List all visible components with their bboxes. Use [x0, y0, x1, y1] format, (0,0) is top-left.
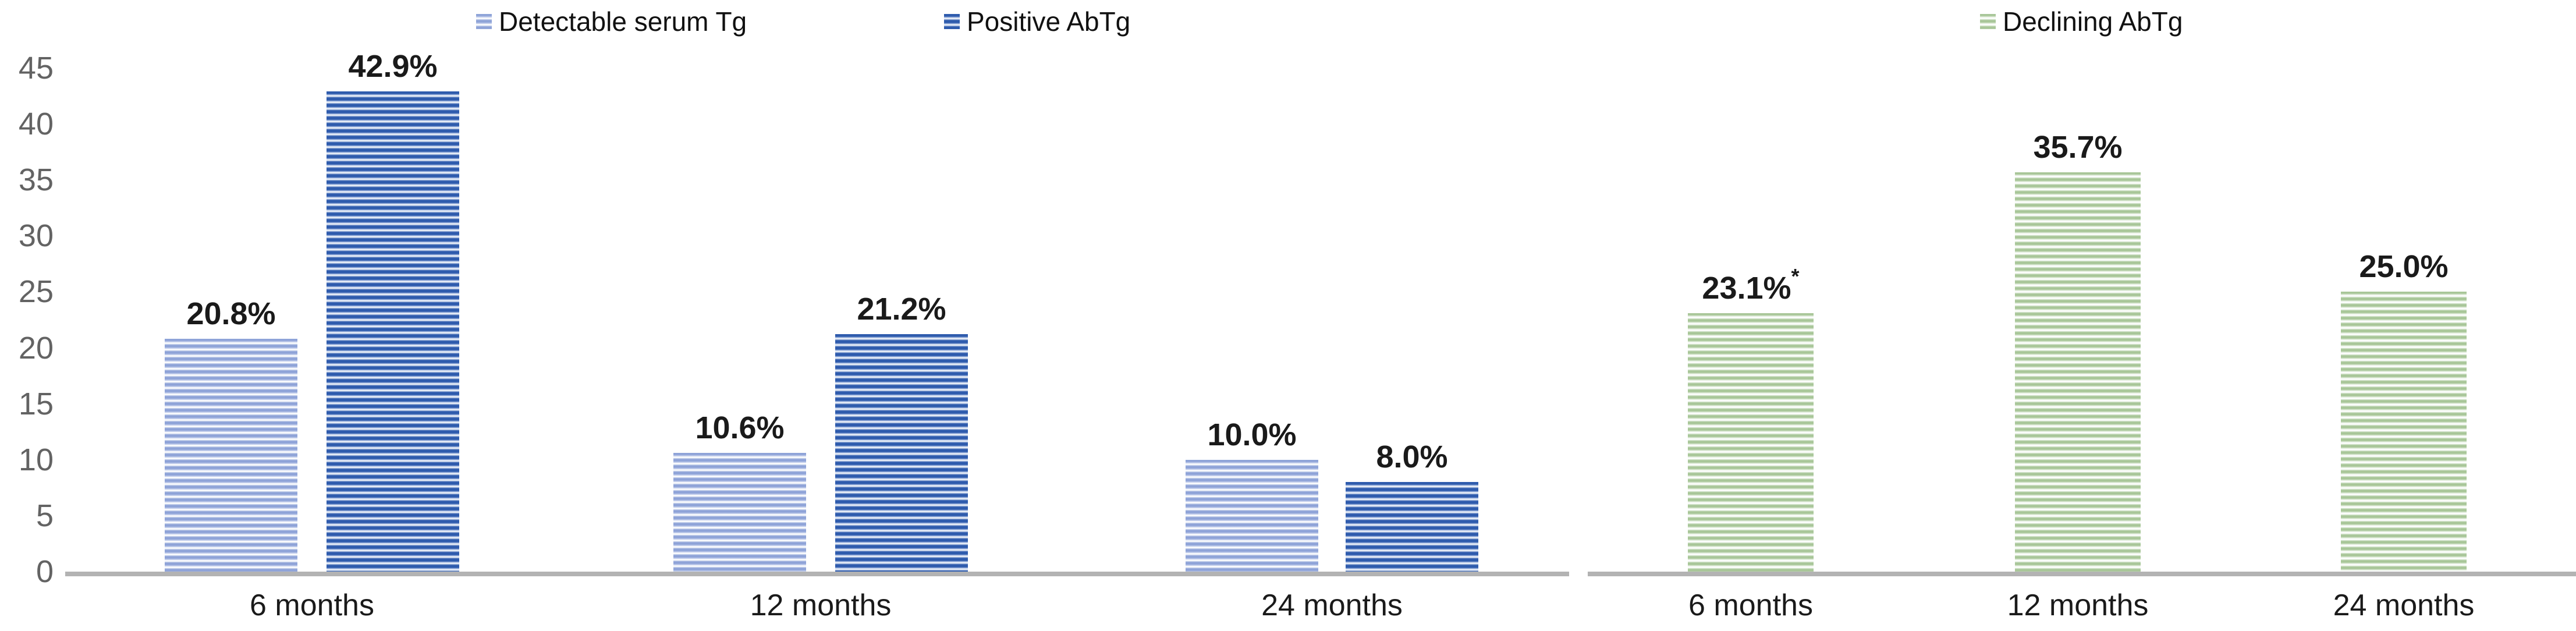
bar-detectable-serum-tg-12-months [673, 453, 806, 572]
legend-item-detectable-serum-tg: Detectable serum Tg [476, 3, 747, 40]
bar-declining-abtg-24-months [2341, 292, 2467, 572]
y-axis-tick-0: 0 [36, 554, 54, 589]
value-label-detectable-serum-tg-6-months: 20.8% [186, 296, 276, 331]
x-axis-line-left-panel [65, 572, 1569, 576]
y-axis-tick-20: 20 [18, 330, 54, 366]
category-label-right-panel-12-months: 12 months [2007, 589, 2149, 622]
bar-detectable-serum-tg-24-months [1186, 460, 1318, 572]
y-axis-tick-45: 45 [18, 51, 54, 86]
value-label-detectable-serum-tg-12-months: 10.6% [695, 410, 785, 445]
y-axis-tick-25: 25 [18, 274, 54, 310]
y-axis-tick-10: 10 [18, 442, 54, 477]
legend-item-positive-abtg: Positive AbTg [944, 3, 1130, 40]
value-label-detectable-serum-tg-24-months: 10.0% [1207, 417, 1297, 452]
bar-declining-abtg-12-months [2015, 172, 2141, 572]
bar-positive-abtg-6-months [327, 91, 459, 572]
legend-swatch-detectable-serum-tg-icon [476, 14, 492, 29]
category-label-left-panel-24-months: 24 months [1261, 589, 1403, 622]
legend-swatch-declining-abtg-icon [1980, 14, 1996, 29]
value-label-positive-abtg-12-months: 21.2% [857, 292, 946, 327]
legend-swatch-positive-abtg-icon [944, 14, 960, 29]
y-axis-tick-15: 15 [18, 386, 54, 421]
legend-item-declining-abtg: Declining AbTg [1980, 3, 2183, 40]
bar-positive-abtg-12-months [835, 334, 968, 572]
category-label-right-panel-24-months: 24 months [2333, 589, 2475, 622]
legend-label-declining-abtg: Declining AbTg [2003, 6, 2183, 37]
y-axis-tick-40: 40 [18, 107, 54, 142]
y-axis-tick-35: 35 [18, 162, 54, 198]
value-label-positive-abtg-24-months: 8.0% [1376, 439, 1448, 474]
legend-label-detectable-serum-tg: Detectable serum Tg [499, 6, 747, 37]
category-label-left-panel-6-months: 6 months [250, 589, 374, 622]
value-label-positive-abtg-6-months: 42.9% [348, 49, 438, 84]
bar-declining-abtg-6-months [1688, 313, 1814, 572]
legend-label-positive-abtg: Positive AbTg [967, 6, 1131, 37]
y-axis-tick-5: 5 [36, 498, 54, 533]
y-axis-tick-30: 30 [18, 218, 54, 254]
significance-asterisk: * [1791, 264, 1800, 288]
bar-positive-abtg-24-months [1346, 482, 1478, 572]
value-label-declining-abtg-24-months: 25.0% [2359, 249, 2449, 284]
category-label-right-panel-6-months: 6 months [1688, 589, 1813, 622]
value-label-declining-abtg-12-months: 35.7% [2033, 130, 2123, 165]
category-label-left-panel-12-months: 12 months [750, 589, 892, 622]
x-axis-line-right-panel [1588, 572, 2576, 576]
bar-detectable-serum-tg-6-months [165, 339, 297, 572]
value-label-declining-abtg-6-months: 23.1%* [1702, 264, 1800, 306]
